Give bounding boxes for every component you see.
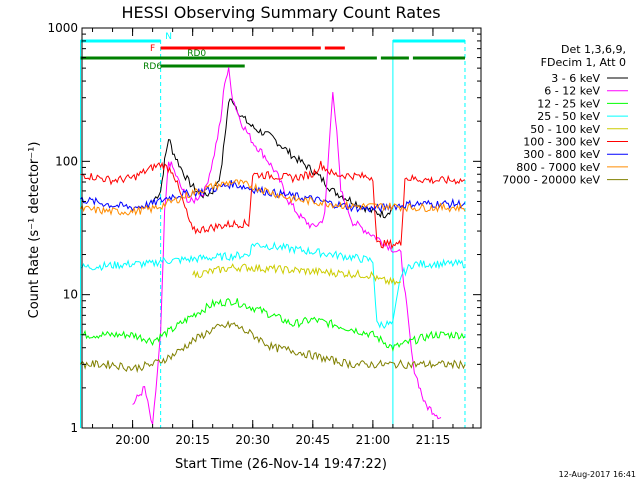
series-line-8 (80, 320, 466, 374)
flag-label-rd6: RD6 (143, 62, 162, 72)
axes: 1 10 100 1000 20:00 20:15 20:30 20:45 21:00 21:15 (47, 21, 482, 447)
series-line-3 (80, 241, 465, 330)
series-line-2 (80, 297, 466, 352)
x-tick-label: 20:30 (235, 433, 270, 447)
series-line-1 (132, 67, 442, 425)
x-tick-label: 20:00 (115, 433, 150, 447)
x-tick-label: 20:15 (175, 433, 210, 447)
legend-label-3: 25 - 50 keV (537, 110, 600, 123)
legend-label-0: 3 - 6 keV (551, 72, 600, 85)
legend-label-5: 100 - 300 keV (523, 136, 600, 149)
flag-label-night: N (165, 32, 172, 42)
legend-label-7: 800 - 7000 keV (516, 161, 600, 174)
y-tick-label: 1000 (47, 21, 78, 35)
series-line-5 (80, 160, 466, 250)
x-axis-label: Start Time (26-Nov-14 19:47:22) (175, 457, 387, 472)
legend-header-line1: Det 1,3,6,9, (561, 43, 626, 56)
legend-label-6: 300 - 800 keV (523, 148, 600, 161)
flag-label-rd0: RD0 (187, 49, 206, 59)
chart-title: HESSI Observing Summary Count Rates (121, 3, 440, 22)
series-line-7 (80, 179, 466, 216)
y-tick-label: 1 (70, 421, 78, 435)
legend-label-4: 50 - 100 keV (530, 123, 600, 136)
x-tick-label: 21:00 (356, 433, 391, 447)
x-tick-label: 20:45 (296, 433, 331, 447)
y-axis-label: Count Rate (s⁻¹ detector⁻¹) (27, 142, 42, 319)
legend-header-line2: FDecim 1, Att 0 (541, 56, 626, 69)
x-tick-label: 21:15 (416, 433, 451, 447)
legend-label-2: 12 - 25 keV (537, 97, 600, 110)
y-tick-label: 100 (55, 154, 78, 168)
y-tick-label: 10 (63, 288, 78, 302)
legend-label-8: 7000 - 20000 keV (502, 174, 600, 187)
series-line-4 (192, 263, 401, 286)
series-layer (80, 67, 466, 425)
plot-timestamp: 12-Aug-2017 16:41 (559, 470, 636, 479)
plot-frame (81, 27, 482, 429)
legend-label-1: 6 - 12 keV (544, 85, 600, 98)
flag-label-flare: F (150, 44, 155, 54)
